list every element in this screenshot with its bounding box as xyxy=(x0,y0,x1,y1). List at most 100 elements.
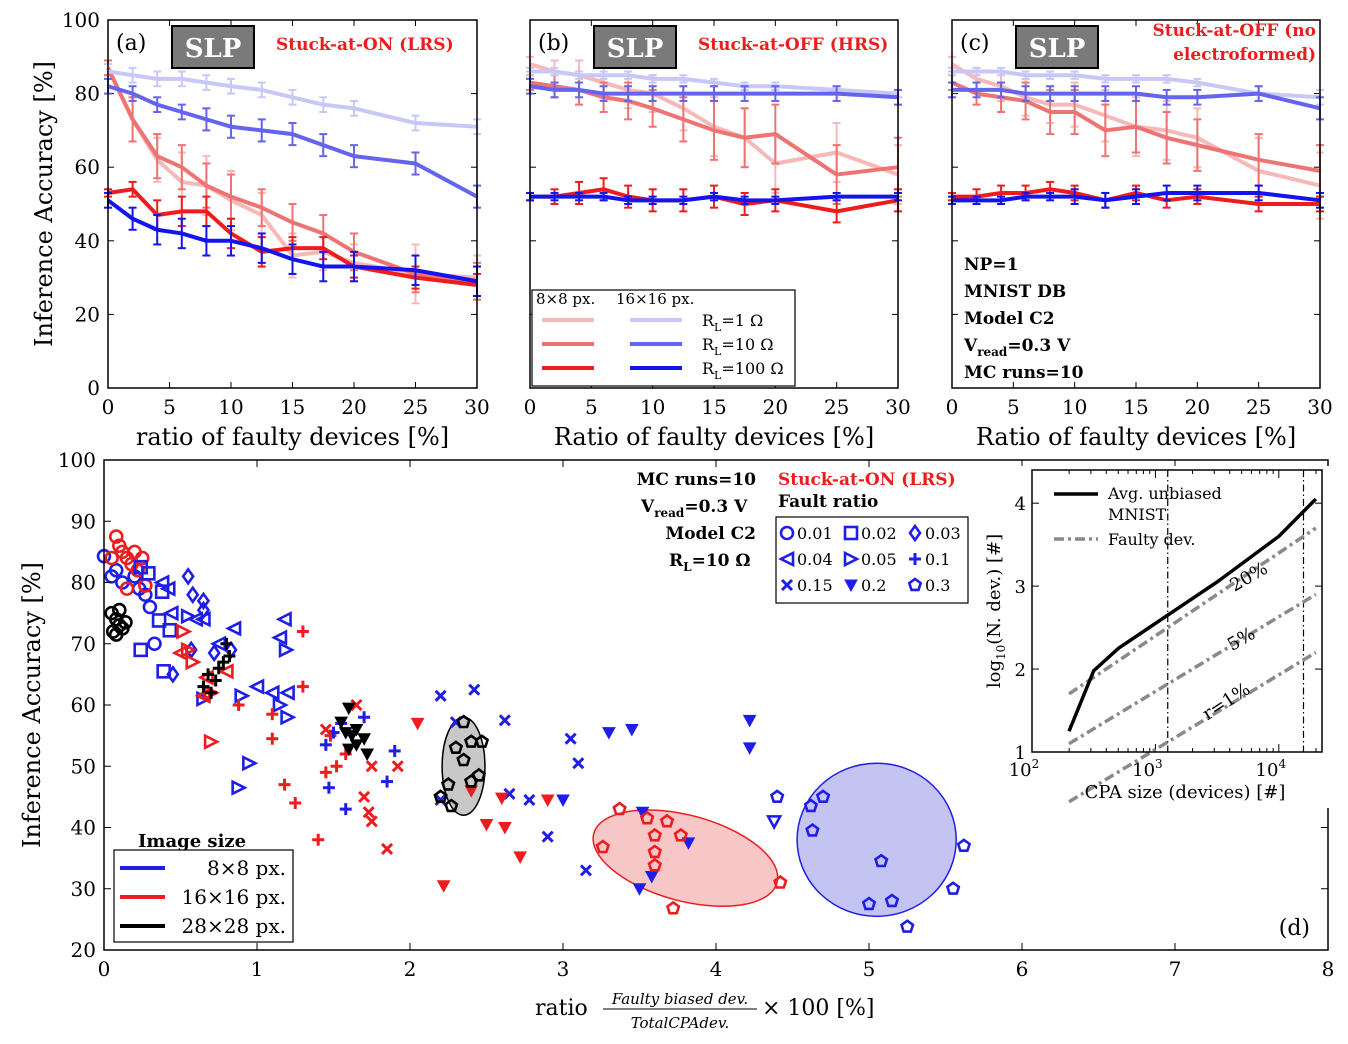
x-tick-label: 10 xyxy=(218,395,243,419)
x-tick-label: 3 xyxy=(557,957,570,981)
legend-header-8: 8×8 px. xyxy=(536,290,595,308)
x-tick-label: 15 xyxy=(280,395,305,419)
x-tick-label: 10 xyxy=(1062,395,1087,419)
legend-label: RL=1 Ω xyxy=(702,311,763,334)
x-b xyxy=(365,760,378,773)
legend-label: RL=10 Ω xyxy=(702,335,773,358)
scatter-point xyxy=(647,844,663,859)
scatter-point xyxy=(278,684,295,701)
scatter-point xyxy=(166,665,180,684)
fault-ratio-marker xyxy=(778,550,795,568)
scatter-point xyxy=(319,766,332,779)
scatter-point xyxy=(217,663,234,680)
scatter-point xyxy=(673,827,689,842)
fault-ratio-label: 0.05 xyxy=(861,550,897,569)
scatter-point xyxy=(602,727,616,740)
scatter-point xyxy=(133,642,149,658)
x-tick-label: 30 xyxy=(464,395,489,419)
legend-label-avg-2: MNIST xyxy=(1108,505,1167,524)
scatter-point xyxy=(625,724,639,737)
scatter-point xyxy=(176,623,193,640)
x-tick-label: 25 xyxy=(824,395,849,419)
scatter-point xyxy=(773,874,788,889)
image-size-label: 28×28 px. xyxy=(182,914,286,938)
fault-ratio-marker xyxy=(844,579,858,593)
scatter-point xyxy=(108,529,124,544)
panel-d: 0 1 2 3 4 5 6 7 8 20 30 40 50 60 70 80 90 100 (d) Inference… xyxy=(18,448,1334,1032)
scatter-point xyxy=(278,778,291,791)
cluster-ellipse xyxy=(592,809,779,908)
panel-a: 0 5 10 15 20 25 30 0 20 40 60 80 100 (a) SLP Stuck-at-O… xyxy=(30,8,490,451)
y-tick-label: 100 xyxy=(58,448,96,472)
scatter-point xyxy=(647,857,663,872)
annotation-db: MNIST DB xyxy=(964,282,1066,302)
scatter-point xyxy=(289,797,302,809)
scatter-point xyxy=(468,683,481,696)
x-tick-label: 8 xyxy=(1322,957,1335,981)
scatter-point xyxy=(196,591,211,611)
x-axis-label-suffix: × 100 [%] xyxy=(762,996,874,1021)
x-b xyxy=(572,757,585,770)
annotation-np: NP=1 xyxy=(964,255,1018,275)
scatter-point xyxy=(118,615,133,630)
condition-mc: MC runs=10 xyxy=(637,470,757,490)
series-line xyxy=(950,62,1321,188)
condition-vread: Vread=0.3 V xyxy=(640,497,748,520)
x-b xyxy=(358,790,371,803)
image-size-label: 16×16 px. xyxy=(182,885,286,909)
x-tick-label: 104 xyxy=(1256,757,1287,781)
x-b xyxy=(434,689,447,702)
x-tick-label: 4 xyxy=(710,957,723,981)
scatter-point xyxy=(341,743,356,757)
legend-label-avg-1: Avg. unbiased xyxy=(1107,484,1222,503)
scatter-point xyxy=(564,732,577,745)
y-axis-label: Inference Accuracy [%] xyxy=(18,562,46,848)
scatter-point xyxy=(312,833,325,846)
y-tick-label: 0 xyxy=(87,376,100,400)
scatter-point xyxy=(319,738,332,751)
scatter-point xyxy=(112,602,127,618)
panel-label: (d) xyxy=(1279,916,1310,941)
scatter-point xyxy=(647,827,663,842)
scatter-point xyxy=(151,613,167,628)
scatter-point xyxy=(278,641,295,658)
legend-label-faulty: Faulty dev. xyxy=(1108,530,1195,549)
x-tick-label: 0 xyxy=(98,957,111,981)
fault-ratio-label: 0.02 xyxy=(861,524,897,543)
scatter-point xyxy=(956,838,972,853)
y-tick-label: 60 xyxy=(71,693,96,717)
y-tick-label: 20 xyxy=(71,938,96,962)
x-tick-label: 20 xyxy=(763,395,788,419)
y-tick-label: 30 xyxy=(71,877,96,901)
x-b xyxy=(564,732,577,745)
fault-ratio-marker xyxy=(843,550,860,568)
scatter-point xyxy=(873,853,889,868)
fault-ratio-label: 0.1 xyxy=(925,550,950,569)
scatter-point xyxy=(223,650,236,662)
scatter-point xyxy=(444,798,459,813)
scatter-point xyxy=(884,893,900,908)
x-b xyxy=(780,578,794,592)
scatter-point xyxy=(162,605,179,622)
scatter-point xyxy=(147,636,162,652)
scatter-point xyxy=(471,767,487,782)
panel-c: 0 5 10 15 20 25 30 (c) SLP Stuck-at-OFF (no electr… xyxy=(946,19,1333,451)
fault-ratio-label: 0.3 xyxy=(925,576,950,595)
scatter-point xyxy=(159,580,176,597)
legend-label: RL=100 Ω xyxy=(702,359,784,382)
scatter-point xyxy=(463,773,479,788)
scatter-point xyxy=(380,842,394,855)
plot-frame xyxy=(529,19,899,389)
legend-header-16: 16×16 px. xyxy=(616,290,694,308)
cluster-ellipse xyxy=(796,762,957,918)
scatter-point xyxy=(275,611,292,628)
x-tick-label: 0 xyxy=(102,395,115,419)
inset-y-axis-label: log10(N. dev.) [#] xyxy=(984,534,1008,688)
fault-ratio-marker xyxy=(909,553,921,565)
scatter-point xyxy=(153,574,170,591)
faulty-line xyxy=(1068,592,1317,746)
scatter-point xyxy=(203,733,221,750)
image-size-label: 8×8 px. xyxy=(207,856,286,880)
y-tick-label: 4 xyxy=(1015,494,1026,515)
scatter-point xyxy=(358,711,371,724)
